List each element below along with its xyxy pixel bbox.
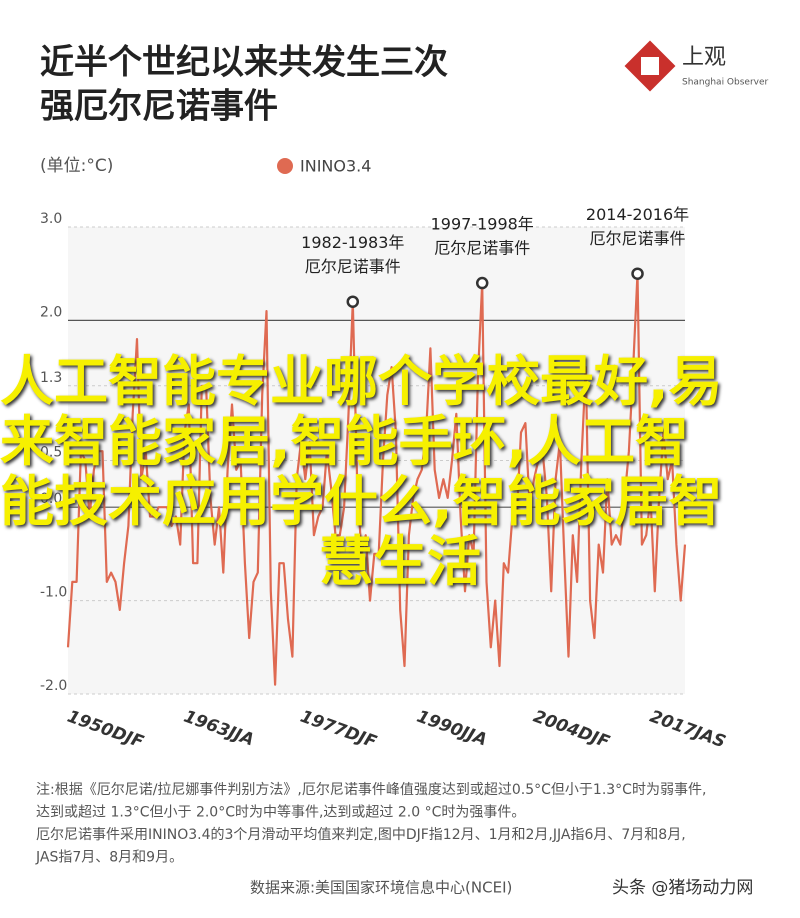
note: 厄尔尼诺事件采用ININO3.4的3个月滑动平均值来判定,图中DJF指12月、1… (36, 826, 686, 843)
note: JAS指7月、8月和9月。 (35, 850, 183, 866)
legend-label: ININO3.4 (300, 157, 371, 176)
overlay-text: 人工智能专业哪个学校最好,易 来智能家居,智能手环,人工智 能技术应用学什么,智能家… (0, 352, 800, 592)
note: 注:根据《厄尔尼诺/拉尼娜事件判别方法》,厄尔尼诺事件峰值强度达到或超过0.5°… (36, 782, 706, 798)
chart-title: 强厄尔尼诺事件 (40, 87, 278, 127)
annotation-label: 厄尔尼诺事件 (590, 229, 686, 248)
x-tick-label: 1990JJA (414, 707, 490, 751)
overlay-line: 慧生活 (319, 530, 481, 593)
annotation-marker (346, 295, 360, 308)
y-tick-label: -1.0 (40, 585, 67, 601)
overlay-line: 能技术应用学什么,智能家居智 (0, 470, 723, 533)
y-tick-label: -2.0 (40, 678, 67, 694)
annotation-label: 2014-2016年 (586, 205, 689, 224)
watermark: 头条 @猪场动力网 (612, 878, 753, 898)
overlay-line: 来智能家居,智能手环,人工智 (0, 410, 690, 473)
note: 达到或超过 1.3°C但小于 2.0°C时为中等事件,达到或超过 2.0 °C时… (36, 804, 525, 821)
x-tick-label: 1977DJF (298, 707, 380, 753)
y-tick-label: 2.0 (40, 304, 62, 320)
annotation-marker (475, 276, 489, 290)
x-tick-label: 2017JAS (647, 707, 728, 753)
x-tick-label: 1963JJA (181, 707, 257, 751)
annotation-label: 厄尔尼诺事件 (305, 257, 401, 276)
annotation-label: 厄尔尼诺事件 (434, 239, 530, 258)
annotation-marker (631, 267, 644, 280)
chart-title: 近半个世纪以来共发生三次 (40, 43, 448, 83)
data-line (66, 272, 687, 686)
x-tick-label: 1950DJF (65, 707, 147, 753)
y-tick-label: 0.5 (40, 445, 62, 461)
y-tick-label: 0.0 (40, 491, 62, 507)
logo-icon (641, 57, 659, 75)
y-tick-label: 3.0 (40, 211, 62, 227)
overlay-line: 人工智能专业哪个学校最好,易 (0, 350, 723, 413)
x-tick-label: 2004DJF (531, 707, 613, 753)
logo-name: 上观 (682, 45, 726, 70)
annotation-label: 1997-1998年 (431, 215, 534, 234)
unit-label: (单位:°C) (40, 156, 113, 176)
annotation-label: 1982-1983年 (301, 233, 404, 252)
logo-subtitle: Shanghai Observer (682, 78, 769, 88)
source: 数据来源:美国国家环境信息中心(NCEI) (250, 879, 512, 897)
y-tick-label: 1.3 (40, 370, 62, 386)
legend-swatch (277, 158, 293, 174)
